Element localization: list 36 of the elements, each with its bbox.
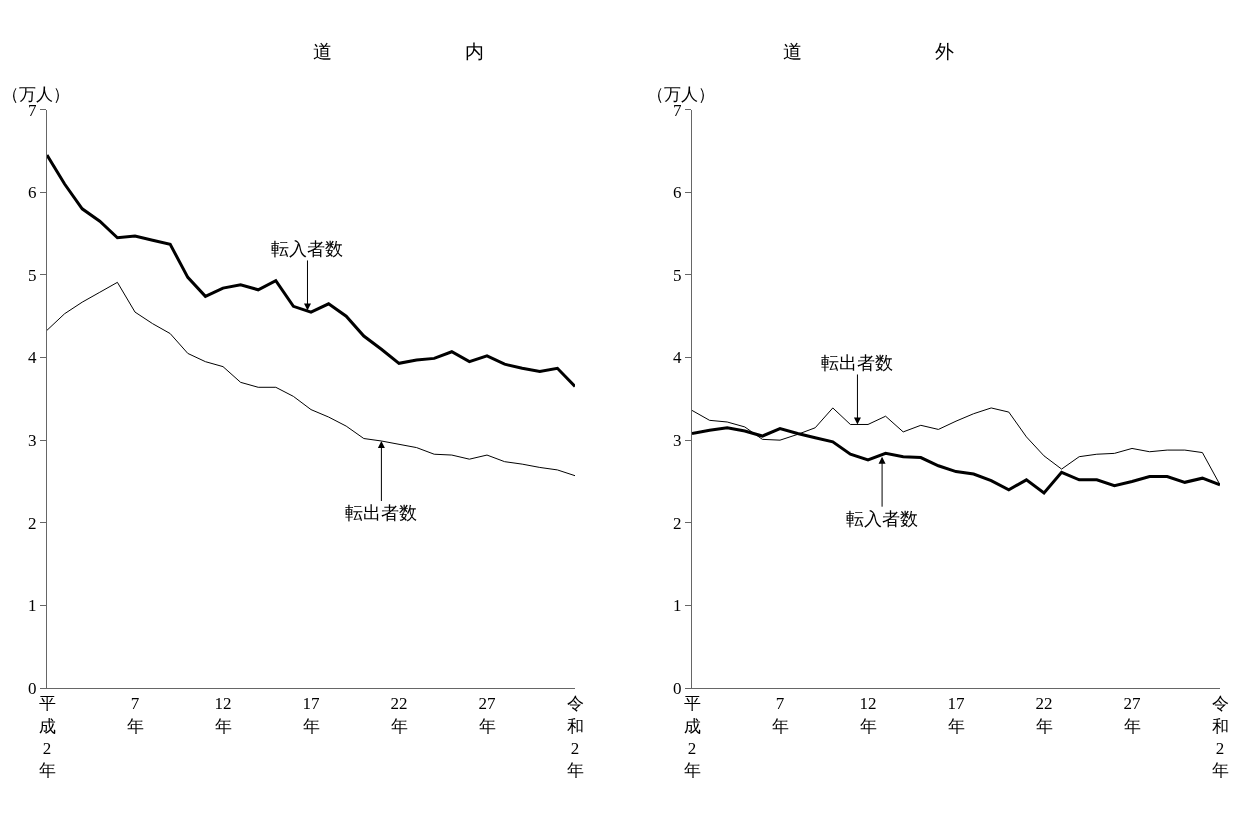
x-tick-label: 12年 xyxy=(214,694,232,736)
y-tick-label: 1 xyxy=(28,596,37,616)
annotation: 転入者数 xyxy=(846,508,918,529)
y-tick-label: 5 xyxy=(673,265,682,285)
x-tick-label: 27年 xyxy=(478,694,496,736)
annotation: 転入者数 xyxy=(271,238,343,259)
y-tick-label: 2 xyxy=(28,513,37,533)
y-tick-label: 1 xyxy=(673,596,682,616)
chart-title: 道 外 xyxy=(783,40,954,62)
x-tick-label: 17年 xyxy=(302,694,320,736)
y-tick-label: 5 xyxy=(28,265,37,285)
y-tick-label: 0 xyxy=(28,679,37,699)
x-tick-label: 22年 xyxy=(1035,694,1053,736)
y-tick-label: 0 xyxy=(673,679,682,699)
annotation: 転出者数 xyxy=(821,352,893,373)
y-tick-label: 2 xyxy=(673,513,682,533)
x-tick-label: 22年 xyxy=(390,694,408,736)
y-tick-label: 4 xyxy=(673,348,683,368)
y-tick-label: 3 xyxy=(673,431,682,451)
annotation: 転出者数 xyxy=(345,502,417,523)
line-series xyxy=(47,153,575,388)
x-tick-label: 27年 xyxy=(1123,694,1141,736)
x-tick-label: 令和2年 xyxy=(566,694,584,780)
x-tick-label: 令和2年 xyxy=(1211,694,1229,780)
y-tick-label: 3 xyxy=(28,431,37,451)
y-tick-label: 6 xyxy=(28,183,37,203)
y-tick-label: 6 xyxy=(673,183,682,203)
x-tick-label: 7年 xyxy=(126,694,144,736)
y-tick-label: 4 xyxy=(28,348,38,368)
x-tick-label: 平成2年 xyxy=(38,694,56,780)
line-series xyxy=(47,281,575,477)
x-tick-label: 17年 xyxy=(947,694,965,736)
x-tick-label: 12年 xyxy=(859,694,877,736)
x-tick-label: 7年 xyxy=(771,694,789,736)
chart-title: 道 内 xyxy=(313,40,484,62)
x-tick-label: 平成2年 xyxy=(683,694,701,780)
